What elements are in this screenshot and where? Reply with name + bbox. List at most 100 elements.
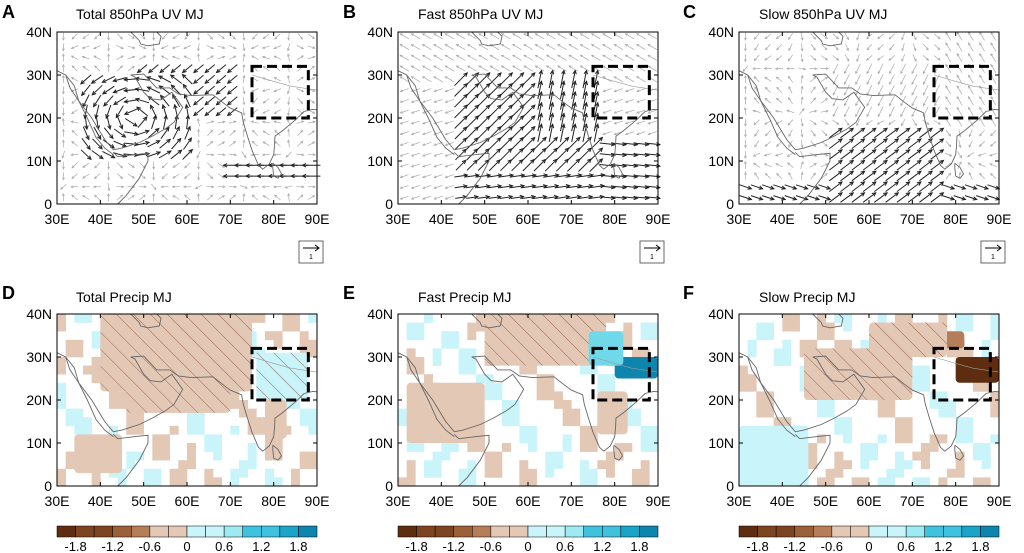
wind-arrow-head [399, 54, 403, 58]
precip-cell [424, 460, 433, 470]
precip-cell [938, 314, 948, 323]
wind-arrow [101, 85, 115, 95]
wind-arrow-head [572, 123, 577, 129]
wind-arrow [945, 63, 952, 73]
wind-arrow-shaft [832, 33, 839, 40]
wind-arrow-head [210, 140, 214, 144]
wind-arrow [433, 43, 443, 50]
precip-cell [640, 348, 650, 358]
wind-arrow [523, 43, 533, 50]
x-tick-label: 40E [429, 493, 454, 509]
wind-arrow [809, 67, 818, 71]
precip-cell [265, 434, 274, 444]
wind-arrow-shaft [522, 148, 535, 161]
wind-arrow [161, 162, 168, 169]
wind-arrow [602, 109, 612, 114]
wind-arrow-head [990, 172, 994, 176]
wind-arrow-shaft [251, 120, 259, 124]
wind-arrow-shaft [744, 150, 747, 159]
precip-cell [990, 331, 999, 341]
precip-cell [860, 443, 870, 452]
precip-cell [614, 451, 624, 461]
precip-cell [493, 391, 503, 401]
wind-arrow-shaft [124, 99, 138, 103]
wind-arrow-shaft [840, 192, 854, 203]
wind-arrow-shaft [844, 95, 850, 106]
wind-arrow [61, 117, 65, 127]
wind-arrow-head [877, 47, 881, 51]
x-tick-label: 90E [305, 211, 330, 227]
wind-arrow [197, 161, 201, 170]
wind-arrow-shaft [433, 163, 443, 168]
wind-arrow [250, 88, 259, 92]
wind-arrow [523, 65, 533, 72]
wind-arrow [896, 159, 911, 171]
wind-arrow-head [832, 92, 836, 96]
wind-arrow-shaft [251, 141, 259, 147]
wind-arrow [287, 32, 290, 41]
wind-arrow-shaft [944, 163, 952, 168]
wind-arrow-head [894, 170, 900, 176]
wind-arrow-head [444, 110, 448, 114]
wind-arrow [197, 43, 200, 52]
wind-arrow-shaft [625, 99, 635, 103]
coastline-segment [397, 70, 525, 151]
wind-arrow-shaft [580, 33, 590, 40]
wind-arrow [127, 162, 135, 168]
wind-arrow-head [433, 164, 437, 168]
wind-arrow-head [871, 159, 877, 165]
wind-arrow-head [905, 181, 911, 186]
wind-arrow-shaft [433, 65, 443, 72]
wind-arrow-head [210, 55, 214, 59]
wind-arrow-head [787, 162, 791, 166]
wind-arrow-head [433, 89, 437, 93]
wind-arrow-head [93, 46, 97, 50]
wind-arrow-shaft [957, 161, 962, 169]
wind-arrow [160, 45, 169, 50]
wind-arrow [204, 85, 216, 95]
wind-arrow-shaft [844, 63, 850, 74]
x-tick-label: 30E [45, 493, 70, 509]
wind-arrow [958, 140, 962, 149]
wind-arrow-head [744, 171, 747, 175]
wind-arrow-head [221, 130, 225, 134]
wind-arrow [744, 43, 747, 52]
wind-arrow-head [183, 55, 187, 59]
wind-arrow-head [433, 76, 437, 79]
precip-cell [955, 434, 965, 444]
wind-arrow-shaft [614, 44, 624, 50]
colorbar-cell [794, 525, 814, 538]
wind-arrow [422, 109, 432, 114]
wind-arrow [217, 33, 225, 39]
wind-arrow-shaft [251, 45, 259, 50]
wind-arrow-shaft [273, 153, 282, 156]
wind-arrow-head [860, 149, 866, 154]
wind-arrow-shaft [866, 74, 873, 85]
x-tick-label: 30E [386, 211, 411, 227]
wind-arrow-head [461, 159, 467, 165]
wind-arrow-head [824, 86, 828, 90]
wind-arrow [773, 195, 787, 201]
wind-arrow-head [792, 196, 798, 201]
wind-arrow-head [557, 43, 561, 47]
wind-arrow-shaft [543, 185, 559, 189]
wind-arrow [287, 192, 290, 202]
wind-arrow [832, 33, 840, 40]
precip-cell [597, 382, 607, 392]
wind-arrow [945, 85, 952, 95]
precip-cell [213, 451, 222, 461]
wind-arrow-head [261, 153, 266, 157]
wind-arrow-head [251, 194, 255, 198]
wind-arrow [855, 74, 861, 85]
wind-arrow [568, 65, 579, 72]
wind-arrow [856, 118, 860, 127]
wind-arrow [433, 152, 443, 157]
wind-arrow-head [467, 65, 471, 69]
wind-arrow-head [530, 136, 536, 142]
wind-arrow-head [61, 139, 65, 143]
precip-cell [843, 425, 852, 435]
wind-arrow-head [928, 170, 934, 176]
precip-cell [834, 468, 844, 478]
wind-arrow-head [512, 33, 516, 36]
